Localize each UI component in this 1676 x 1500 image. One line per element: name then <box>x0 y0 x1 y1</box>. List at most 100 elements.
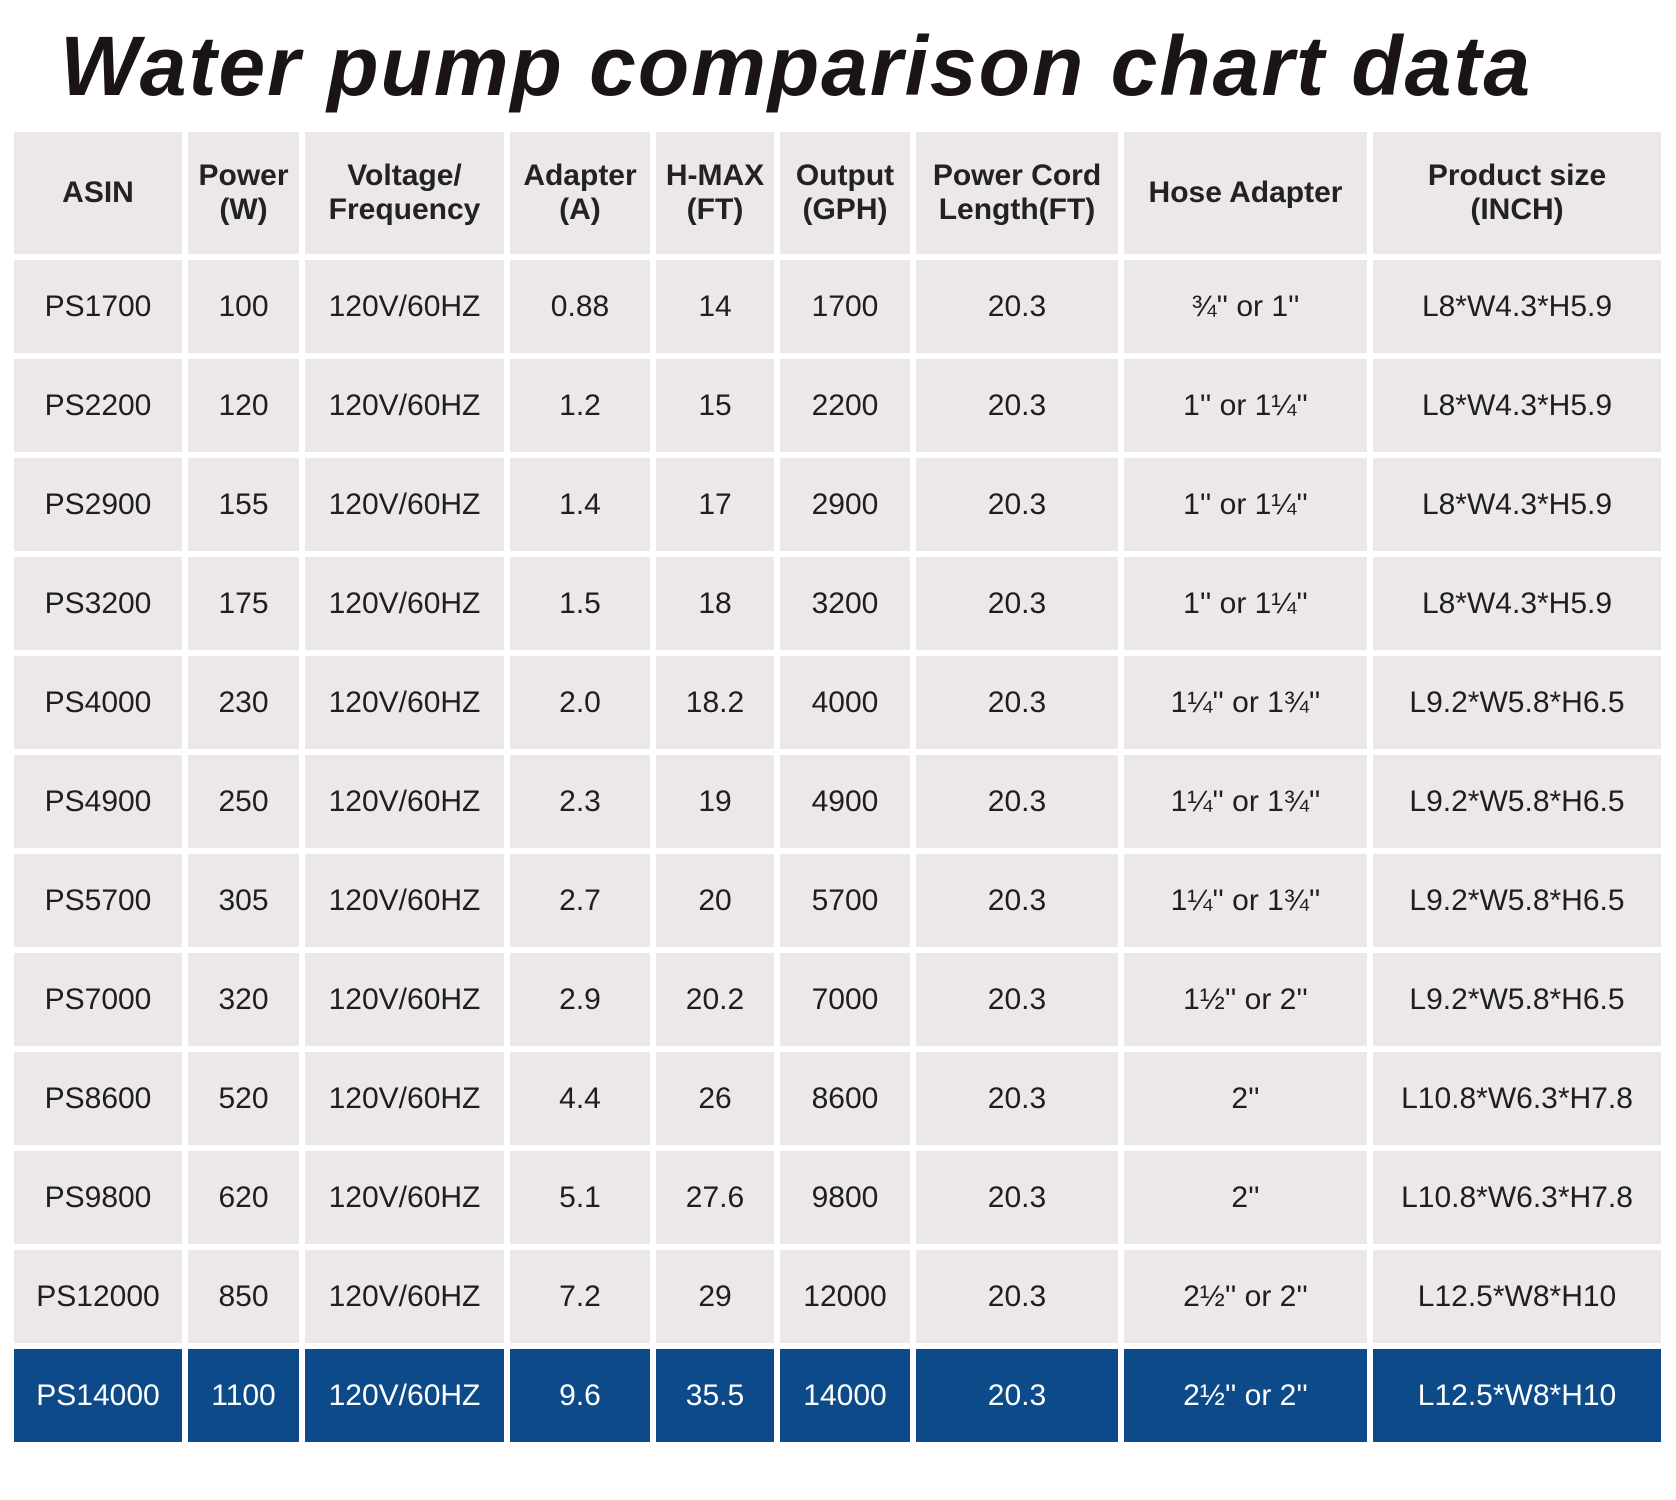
table-cell: PS2900 <box>14 458 182 551</box>
table-cell: 2½'' or 2'' <box>1124 1250 1367 1343</box>
table-cell: 1'' or 1¼'' <box>1124 557 1367 650</box>
table-cell: 7000 <box>780 953 910 1046</box>
table-cell: 120V/60HZ <box>305 458 504 551</box>
table-cell: 1¼'' or 1¾'' <box>1124 656 1367 749</box>
title: Water pump comparison chart data <box>60 19 1533 113</box>
table-cell: 1'' or 1¼'' <box>1124 458 1367 551</box>
table-cell: 20 <box>656 854 774 947</box>
table-cell: PS2200 <box>14 359 182 452</box>
table-cell: 7.2 <box>510 1250 650 1343</box>
table-cell: ¾'' or 1'' <box>1124 260 1367 353</box>
table-cell: 4900 <box>780 755 910 848</box>
table-cell: 120 <box>188 359 299 452</box>
table-cell: 9800 <box>780 1151 910 1244</box>
table-cell: 17 <box>656 458 774 551</box>
table-cell: PS5700 <box>14 854 182 947</box>
table-cell: L9.2*W5.8*H6.5 <box>1373 854 1661 947</box>
table-cell: 20.3 <box>916 359 1118 452</box>
column-header: Power (W) <box>188 132 299 254</box>
table-cell: 9.6 <box>510 1349 650 1442</box>
table-cell: 8600 <box>780 1052 910 1145</box>
comparison-table: ASIN Power (W) Voltage/ Frequency Adapter (… <box>14 132 1661 1442</box>
table-cell: 120V/60HZ <box>305 557 504 650</box>
table-cell: 3200 <box>780 557 910 650</box>
table-cell: 14000 <box>780 1349 910 1442</box>
table-cell: 4000 <box>780 656 910 749</box>
table-cell: 20.3 <box>916 1250 1118 1343</box>
table-cell: 120V/60HZ <box>305 1349 504 1442</box>
table-cell: 14 <box>656 260 774 353</box>
column-header: Output (GPH) <box>780 132 910 254</box>
table-cell: 120V/60HZ <box>305 854 504 947</box>
column-header: Adapter (A) <box>510 132 650 254</box>
table-cell: 2'' <box>1124 1151 1367 1244</box>
table-cell: PS3200 <box>14 557 182 650</box>
table-cell: 1.2 <box>510 359 650 452</box>
table-cell: PS14000 <box>14 1349 182 1442</box>
table-cell: L10.8*W6.3*H7.8 <box>1373 1052 1661 1145</box>
table-cell: L8*W4.3*H5.9 <box>1373 557 1661 650</box>
table-cell: 120V/60HZ <box>305 1052 504 1145</box>
table-cell: 250 <box>188 755 299 848</box>
table-cell: 320 <box>188 953 299 1046</box>
table-cell: 1½'' or 2'' <box>1124 953 1367 1046</box>
table-cell: 120V/60HZ <box>305 260 504 353</box>
table-cell: 2.3 <box>510 755 650 848</box>
table-cell: 35.5 <box>656 1349 774 1442</box>
table-cell: L8*W4.3*H5.9 <box>1373 359 1661 452</box>
table-cell: 15 <box>656 359 774 452</box>
table-cell: 120V/60HZ <box>305 755 504 848</box>
column-header: H-MAX (FT) <box>656 132 774 254</box>
table-cell: 5700 <box>780 854 910 947</box>
table-cell: 305 <box>188 854 299 947</box>
table-cell: PS1700 <box>14 260 182 353</box>
table-cell: PS12000 <box>14 1250 182 1343</box>
table-cell: 4.4 <box>510 1052 650 1145</box>
table-cell: 27.6 <box>656 1151 774 1244</box>
table-cell: L8*W4.3*H5.9 <box>1373 260 1661 353</box>
table-cell: PS4000 <box>14 656 182 749</box>
table-cell: 20.3 <box>916 1052 1118 1145</box>
column-header: Power Cord Length(FT) <box>916 132 1118 254</box>
table-cell: 1.5 <box>510 557 650 650</box>
table-cell: 1700 <box>780 260 910 353</box>
table-cell: 175 <box>188 557 299 650</box>
table-cell: 26 <box>656 1052 774 1145</box>
column-header: ASIN <box>14 132 182 254</box>
table-cell: PS9800 <box>14 1151 182 1244</box>
column-header: Voltage/ Frequency <box>305 132 504 254</box>
table-cell: 20.3 <box>916 458 1118 551</box>
table-cell: 2.0 <box>510 656 650 749</box>
table-cell: 120V/60HZ <box>305 359 504 452</box>
table-cell: 20.2 <box>656 953 774 1046</box>
column-header: Product size (INCH) <box>1373 132 1661 254</box>
table-cell: 20.3 <box>916 953 1118 1046</box>
table-cell: 20.3 <box>916 260 1118 353</box>
table-cell: 2.7 <box>510 854 650 947</box>
table-cell: 20.3 <box>916 755 1118 848</box>
table-cell: 1100 <box>188 1349 299 1442</box>
table-cell: 0.88 <box>510 260 650 353</box>
table-cell: 1.4 <box>510 458 650 551</box>
table-cell: 120V/60HZ <box>305 656 504 749</box>
table-cell: 18.2 <box>656 656 774 749</box>
table-cell: 2½'' or 2'' <box>1124 1349 1367 1442</box>
table-cell: 20.3 <box>916 656 1118 749</box>
table-cell: PS8600 <box>14 1052 182 1145</box>
table-cell: 20.3 <box>916 854 1118 947</box>
table-cell: 230 <box>188 656 299 749</box>
table-cell: 520 <box>188 1052 299 1145</box>
table-cell: 12000 <box>780 1250 910 1343</box>
table-cell: 850 <box>188 1250 299 1343</box>
table-cell: 100 <box>188 260 299 353</box>
table-cell: 120V/60HZ <box>305 953 504 1046</box>
table-cell: L9.2*W5.8*H6.5 <box>1373 755 1661 848</box>
table-cell: PS7000 <box>14 953 182 1046</box>
table-cell: 2.9 <box>510 953 650 1046</box>
table-cell: L10.8*W6.3*H7.8 <box>1373 1151 1661 1244</box>
table-cell: 20.3 <box>916 1151 1118 1244</box>
table-cell: 2'' <box>1124 1052 1367 1145</box>
table-cell: 5.1 <box>510 1151 650 1244</box>
table-cell: 1'' or 1¼'' <box>1124 359 1367 452</box>
table-cell: 120V/60HZ <box>305 1151 504 1244</box>
